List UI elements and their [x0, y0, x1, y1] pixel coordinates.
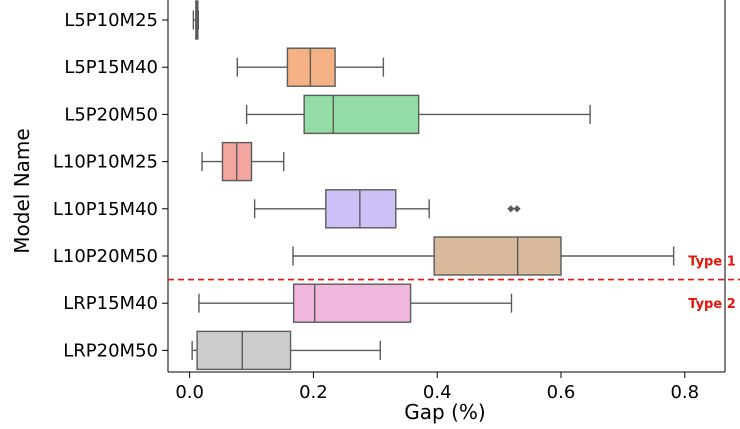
category-label: L5P15M40 — [64, 57, 158, 78]
category-label: LRP20M50 — [63, 340, 158, 361]
plot-area: Type 1 Type 2 — [167, 0, 740, 373]
x-axis-ticks: 0.0 0.2 0.4 0.6 0.8 — [175, 372, 699, 403]
y-axis-ticks: L5P10M25 L5P15M40 L5P20M50 L10P10M25 L10P15M… — [53, 10, 168, 361]
category-label: L5P20M50 — [64, 104, 158, 125]
box-l10p10m25 — [201, 141, 285, 182]
box-l5p20m50 — [245, 94, 591, 135]
iqr-box — [325, 189, 397, 229]
category-label: L10P20M50 — [53, 246, 158, 267]
x-tick-label: 0.6 — [547, 382, 576, 403]
iqr-box — [196, 330, 292, 371]
x-axis-label: Gap (%) — [404, 400, 485, 424]
y-axis-label: Model Name — [10, 128, 34, 253]
iqr-box — [303, 94, 420, 135]
category-label: L10P15M40 — [53, 199, 158, 220]
x-tick-label: 0.0 — [175, 382, 204, 403]
x-tick-label: 0.4 — [423, 382, 452, 403]
outlier-point — [513, 205, 521, 213]
x-tick-label: 0.8 — [670, 382, 699, 403]
category-label: L10P10M25 — [53, 152, 158, 173]
box-l10p15m40 — [253, 189, 521, 229]
box-lrp20m50 — [191, 330, 381, 371]
iqr-box — [286, 47, 336, 87]
category-label: L5P10M25 — [64, 10, 158, 31]
type-annotation: Type 1 — [688, 255, 736, 270]
box-l5p15m40 — [236, 47, 385, 87]
x-tick-label: 0.2 — [299, 382, 328, 403]
box-l10p20m50 — [292, 236, 675, 276]
type-annotation: Type 2 — [688, 297, 736, 312]
iqr-box — [433, 236, 562, 276]
category-label: LRP15M40 — [63, 293, 158, 314]
iqr-box — [292, 283, 412, 323]
outlier-point — [507, 205, 515, 213]
box-lrp15m40 — [198, 283, 513, 323]
box-l5p10m25 — [192, 0, 200, 40]
